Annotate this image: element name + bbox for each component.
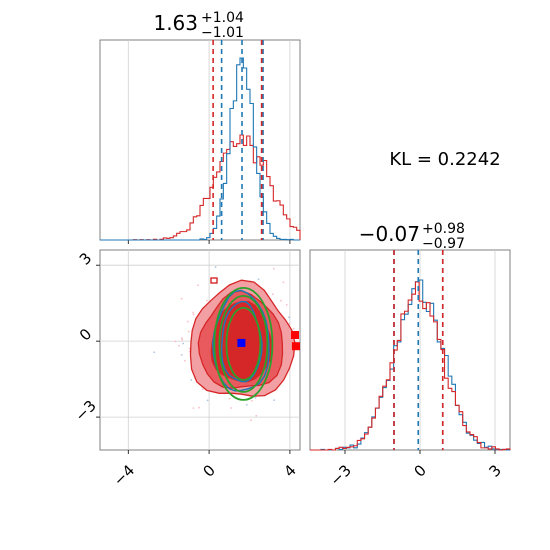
contour-blue-inner (220, 300, 263, 383)
marginal-x-title-minus: −1.01 (201, 25, 244, 41)
marginal-y-quantile-lines (393, 250, 444, 450)
scatter-point (183, 359, 186, 362)
scatter-point (192, 313, 195, 316)
marker-red-square (291, 342, 300, 351)
marginal-x-grid (127, 40, 291, 244)
scatter-point (192, 407, 195, 410)
marker-blue-square (237, 338, 246, 347)
x-tick-label: 0 (410, 461, 429, 480)
scatter-point (178, 344, 180, 347)
scatter-point (174, 340, 177, 343)
marker-red-square-edge (291, 331, 299, 339)
histogram-blue (100, 57, 300, 241)
x-tick-label: −4 (110, 461, 138, 489)
scatter-point (198, 406, 200, 409)
marginal-y-title-value: −0.07 (359, 222, 420, 246)
scatter-point (288, 316, 291, 319)
scatter-point (285, 303, 288, 306)
y-tick-label: 0 (76, 325, 95, 344)
scatter-point (282, 281, 285, 284)
marginal-x-histograms (100, 57, 301, 241)
scatter-point (206, 399, 209, 402)
marginal-x-quantile-lines (212, 40, 264, 240)
x-tick-label: 0 (200, 461, 219, 480)
scatter-point (187, 330, 190, 333)
marginal-y-frame (309, 249, 511, 451)
marginal-y-panel: −3 0 3 −0.07 +0.98 −0.97 (309, 221, 511, 490)
scatter-point (180, 297, 183, 300)
scatter-point (245, 403, 248, 406)
kl-label: KL = 0.2242 (389, 149, 500, 170)
scatter-point (214, 266, 217, 268)
scatter-point (292, 327, 295, 330)
scatter-point (228, 397, 231, 400)
contour-green-2 (225, 307, 262, 381)
marker-red-outlier (210, 277, 218, 284)
marginal-y-histograms (310, 279, 511, 451)
joint-panel: −4 0 4 3 0 −3 (71, 249, 301, 490)
contour-green-1 (218, 295, 269, 393)
scatter-point (186, 320, 189, 323)
scatter-point (180, 353, 183, 356)
scatter-point (251, 399, 253, 402)
y-tick-label: −3 (71, 397, 99, 425)
marginal-y-ticks: −3 0 3 (327, 450, 505, 490)
x-tick-label: 3 (485, 461, 504, 480)
scatter-point (272, 267, 275, 270)
scatter-point (254, 396, 257, 399)
scatter-point (197, 284, 199, 287)
scatter-point (230, 407, 232, 409)
joint-frame (99, 249, 301, 451)
x-tick-label: −3 (327, 461, 355, 489)
x-tick-label: 4 (280, 461, 299, 480)
histogram-blue (310, 279, 510, 451)
scatter-point (271, 293, 274, 296)
marginal-x-title-value: 1.63 (153, 11, 198, 35)
marginal-y-title-minus: −0.97 (422, 236, 465, 252)
histogram-red (310, 281, 511, 451)
scatter-point (206, 299, 208, 302)
y-tick-label: 3 (76, 249, 95, 268)
scatter-point (181, 337, 183, 340)
scatter-point (190, 379, 193, 381)
scatter-point (249, 419, 252, 422)
marginal-y-grid (344, 250, 496, 450)
joint-contours (189, 279, 296, 401)
scatter-point (280, 299, 282, 302)
scatter-point (201, 388, 204, 391)
scatter-point (192, 311, 194, 314)
scatter-point (153, 351, 156, 354)
scatter-point (255, 414, 258, 417)
marginal-y-title-plus: +0.98 (422, 221, 465, 237)
scatter-point (182, 342, 185, 345)
contour-green-0 (213, 287, 274, 401)
marginal-x-panel: 1.63 +1.04 −1.01 (99, 10, 301, 244)
scatter-point (273, 399, 275, 401)
scatter-point (257, 278, 260, 281)
joint-markers (210, 277, 300, 351)
scatter-point (181, 338, 184, 341)
marginal-x-title-plus: +1.04 (201, 10, 244, 26)
